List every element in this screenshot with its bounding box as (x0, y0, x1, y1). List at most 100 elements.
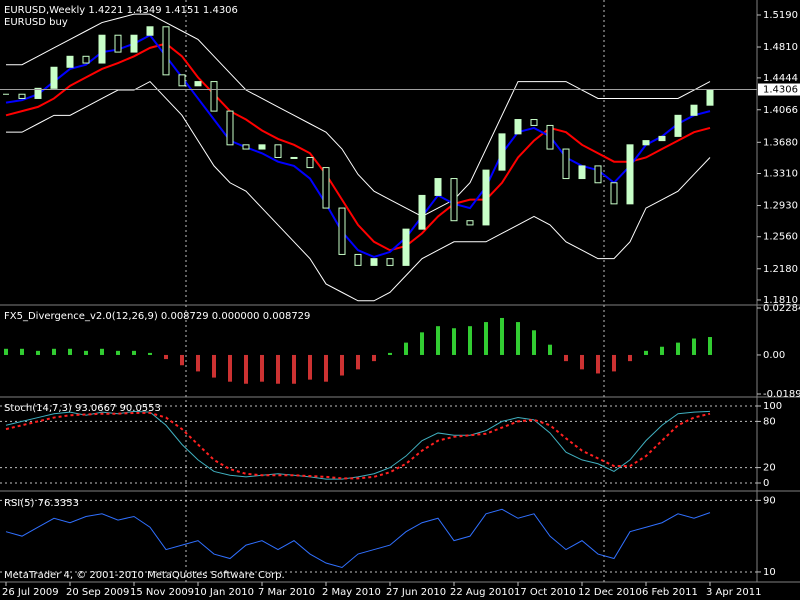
candle (402, 228, 410, 266)
histogram-bar (692, 338, 696, 355)
candle (290, 156, 298, 159)
histogram-bar (628, 354, 632, 362)
candle (210, 81, 218, 112)
candle (578, 165, 586, 180)
candle (178, 74, 186, 87)
histogram-bar (308, 354, 312, 380)
candle (498, 133, 506, 171)
histogram-bar (260, 354, 264, 382)
x-tick-label: 6 Feb 2011 (642, 587, 698, 598)
histogram-bar (516, 322, 520, 355)
candle (562, 148, 570, 180)
histogram-bar (52, 348, 56, 355)
x-tick-label: 17 Oct 2010 (514, 587, 576, 598)
y-tick-label: 1.4444 (763, 73, 798, 84)
histogram-bar (4, 348, 8, 355)
candle (386, 258, 394, 266)
panel-subtitle: EURUSD buy (4, 17, 68, 28)
x-tick-label: 10 Jan 2010 (194, 587, 254, 598)
histogram-bar (372, 354, 376, 362)
histogram-bar (84, 350, 88, 355)
candle (530, 119, 538, 126)
histogram-bar (100, 348, 104, 355)
candle (418, 194, 426, 230)
histogram-bar (404, 342, 408, 355)
candle (674, 114, 682, 137)
indicator-line (6, 13, 711, 218)
y-tick-label: 1.2930 (763, 201, 798, 212)
indicator-line (5, 410, 711, 480)
candle (610, 182, 618, 205)
y-tick-label: 0.022846 (763, 303, 800, 314)
y-tick-label: 90 (763, 495, 776, 506)
indicator-line (5, 508, 711, 569)
candle (162, 26, 170, 76)
histogram-bar (676, 342, 680, 355)
x-tick-label: 22 Aug 2010 (450, 587, 514, 598)
histogram-bar (340, 354, 344, 376)
histogram-bar (36, 350, 40, 355)
candle (626, 144, 634, 205)
histogram-bar (612, 354, 616, 372)
x-tick-label: 7 Mar 2010 (258, 587, 315, 598)
candle (306, 156, 314, 169)
histogram-bar (388, 352, 392, 355)
y-tick-label: 0 (763, 478, 769, 489)
panel-title: EURUSD,Weekly 1.4221 1.4349 1.4151 1.430… (4, 5, 238, 16)
histogram-bar (116, 350, 120, 355)
current-price-label: 1.4306 (763, 85, 798, 96)
y-tick-label: 1.2180 (763, 264, 798, 275)
candle (658, 135, 666, 142)
candle (66, 55, 74, 68)
candle (114, 34, 122, 53)
y-tick-label: 1.3680 (763, 137, 798, 148)
candle (594, 165, 602, 184)
x-tick-label: 15 Nov 2009 (130, 587, 194, 598)
y-tick-label: 10 (763, 567, 776, 578)
histogram-bar (20, 348, 24, 355)
histogram-bar (276, 354, 280, 384)
histogram-bar (708, 337, 712, 355)
histogram-bar (596, 354, 600, 374)
x-tick-label: 27 Jun 2010 (386, 587, 446, 598)
candle (706, 89, 714, 106)
current-price-box (758, 83, 800, 96)
candle (82, 55, 90, 64)
y-tick-label: 1.3310 (763, 168, 798, 179)
candle (226, 110, 234, 146)
y-tick-label: 80 (763, 416, 776, 427)
histogram-bar (356, 354, 360, 370)
histogram-bar (164, 354, 168, 360)
candle (258, 144, 266, 150)
histogram-bar (468, 326, 472, 355)
candle (34, 87, 42, 99)
candle (466, 220, 474, 226)
x-tick-label: 3 Apr 2011 (706, 587, 761, 598)
y-tick-label: 1.4066 (763, 105, 798, 116)
histogram-bar (212, 354, 216, 378)
histogram-bar (452, 328, 456, 355)
histogram-bar (228, 354, 232, 382)
candle (18, 93, 26, 99)
y-tick-label: 20 (763, 463, 776, 474)
candle (642, 140, 650, 146)
histogram-bar (564, 354, 568, 362)
y-tick-label: 100 (763, 401, 782, 412)
histogram-bar (68, 348, 72, 355)
histogram-bar (180, 354, 184, 366)
candle (98, 34, 106, 64)
panel-title: RSI(5) 76.3353 (4, 498, 79, 509)
x-tick-label: 2 May 2010 (322, 587, 381, 598)
histogram-bar (500, 317, 504, 355)
indicator-line (6, 80, 711, 302)
histogram-bar (484, 322, 488, 355)
panel-title: Stoch(14,7,3) 93.0667 90.0553 (4, 403, 161, 414)
histogram-bar (644, 350, 648, 355)
candle (434, 178, 442, 196)
indicator-line (5, 33, 711, 259)
histogram-bar (532, 330, 536, 355)
candle (274, 144, 282, 158)
candle (354, 253, 362, 266)
copyright: MetaTrader 4, © 2001-2010 MetaQuotes Sof… (4, 570, 285, 581)
